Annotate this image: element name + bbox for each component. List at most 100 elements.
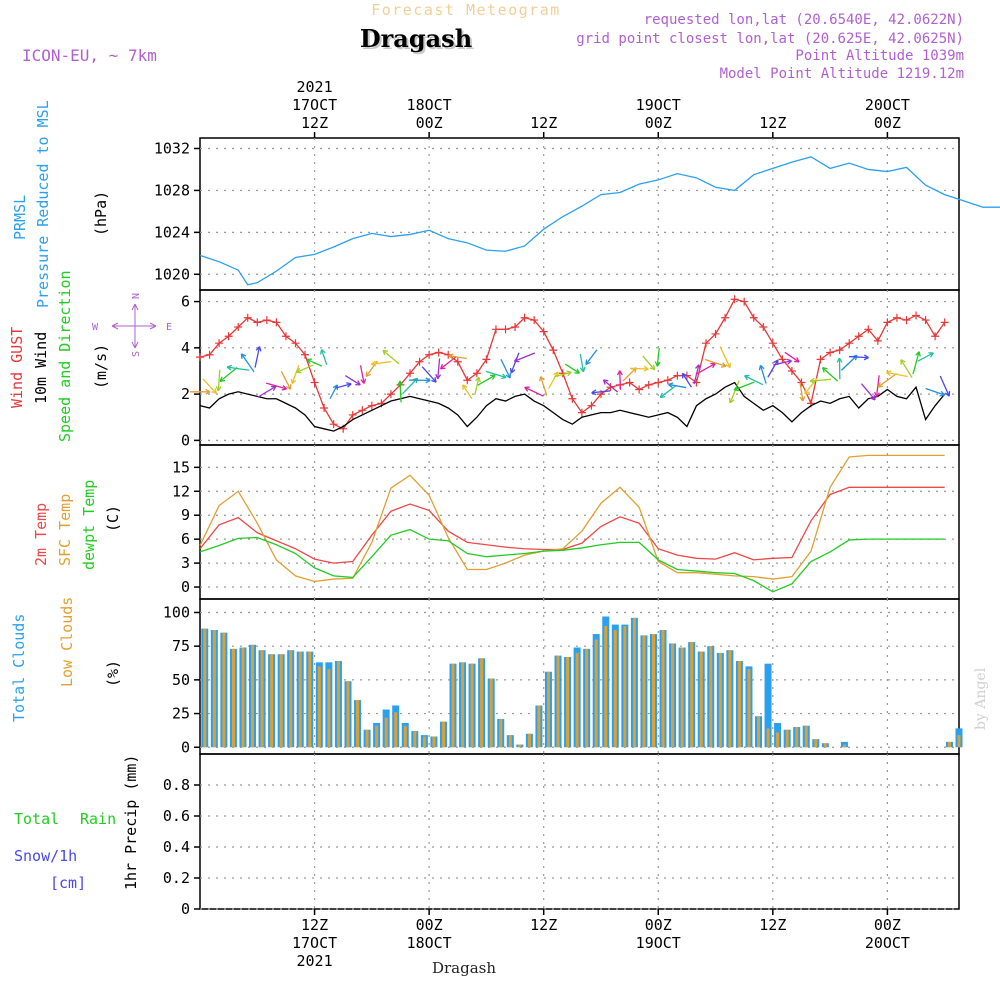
gust-marker xyxy=(358,406,367,415)
wind-direction-arrow xyxy=(810,378,831,382)
y-tick-label: 3 xyxy=(181,554,190,572)
low-cloud-bar xyxy=(632,617,636,748)
low-cloud-bar xyxy=(451,663,455,748)
wind-arrow-head xyxy=(215,385,222,392)
gust-marker xyxy=(797,378,806,387)
wind-arrow-head xyxy=(725,362,731,369)
gust-marker xyxy=(539,327,548,336)
low-cloud-bar xyxy=(499,718,503,748)
wind-direction-arrow xyxy=(773,360,792,366)
y-tick-label: 1032 xyxy=(154,139,190,157)
wind-direction-arrow xyxy=(591,390,611,394)
gust-marker xyxy=(606,383,615,392)
gust-marker xyxy=(873,336,882,345)
wind-direction-arrow xyxy=(462,384,473,399)
low-cloud-bar xyxy=(842,744,846,748)
wind-arrow-head xyxy=(490,374,496,380)
gust-marker xyxy=(205,350,214,359)
wind-direction-arrow xyxy=(822,367,839,382)
wind-arrow-head xyxy=(286,384,292,390)
wind-direction-arrow xyxy=(693,364,700,385)
wind-direction-arrow xyxy=(257,385,277,398)
bottom-axis-label: 00Z xyxy=(416,916,443,934)
top-axis-label: 12Z xyxy=(530,114,557,132)
wind-direction-arrow xyxy=(539,376,548,396)
bottom-axis-label: 19OCT xyxy=(636,934,681,952)
wind-arrow-head xyxy=(616,370,623,376)
temp-dewpt-line xyxy=(199,528,945,593)
y-tick-label: 1024 xyxy=(154,223,190,241)
gust-marker xyxy=(425,350,434,359)
y-tick-label: 0.8 xyxy=(163,776,190,794)
low-cloud-bar xyxy=(594,639,598,748)
low-cloud-bar xyxy=(384,717,388,748)
gust-marker xyxy=(253,318,262,327)
low-cloud-bar xyxy=(480,658,484,748)
y-axis-ticks: 1020 1024 1028 1032 0 2 4 6 0 3 6 9 12 15 0 25 50 75 100 0 0… xyxy=(154,139,200,918)
bottom-axis-label: 17OCT xyxy=(292,934,337,952)
wind-arrow-head xyxy=(821,366,828,373)
wind-dir-label: Speed and Direction xyxy=(56,270,74,442)
pressure-plot xyxy=(199,156,1000,286)
wind-arrow-head xyxy=(290,378,297,385)
low-cloud-bar xyxy=(690,642,694,748)
gust-marker xyxy=(587,401,596,410)
top-axis-label: 20OCT xyxy=(865,96,910,114)
low-cloud-bar xyxy=(375,725,379,748)
wind-direction-arrow xyxy=(227,366,250,371)
wind-direction-arrow xyxy=(524,386,544,397)
y-tick-label: 12 xyxy=(172,482,190,500)
gust-marker xyxy=(826,348,835,357)
wind-arrow-head xyxy=(668,382,674,389)
top-axis-label: 2021 xyxy=(297,78,333,96)
low-cloud-bar xyxy=(575,652,579,748)
wind-direction-arrow xyxy=(840,354,858,371)
y-tick-label: 0.4 xyxy=(163,838,190,856)
compass-west: W xyxy=(92,322,99,333)
wind-direction-arrow xyxy=(474,377,480,395)
gust-marker xyxy=(320,403,329,412)
bottom-axis-label: 00Z xyxy=(645,916,672,934)
y-tick-label: 9 xyxy=(181,506,190,524)
wind-direction-arrow xyxy=(912,351,920,375)
low-cloud-bar xyxy=(785,729,789,748)
low-cloud-bar xyxy=(566,656,570,748)
wind-arrow-head xyxy=(944,391,951,397)
wind-direction-arrow xyxy=(622,367,637,382)
wind-direction-arrow xyxy=(291,365,300,384)
credit-watermark: by Angel xyxy=(973,667,989,730)
wind-direction-arrow xyxy=(448,355,467,360)
gust-marker xyxy=(281,332,290,341)
gust-marker xyxy=(644,380,653,389)
wind-direction-arrow xyxy=(548,371,559,389)
compass-north: N xyxy=(131,293,142,299)
wind-direction-arrow xyxy=(848,355,869,359)
precip-rain-label: Rain xyxy=(80,810,116,828)
wind-direction-arrow xyxy=(603,379,619,393)
wind-arrow-head xyxy=(900,359,906,365)
wind-arrow-head xyxy=(885,370,892,377)
bottom-axis-label: 12Z xyxy=(530,916,557,934)
wind-arrow-head xyxy=(939,390,946,397)
gust-marker xyxy=(348,410,357,419)
pressure-line xyxy=(199,156,1000,286)
y-tick-label: 0 xyxy=(181,738,190,756)
grid-lines xyxy=(200,138,959,910)
gust-marker xyxy=(577,408,586,417)
gust-marker xyxy=(931,332,940,341)
wind-arrow-head xyxy=(695,364,701,370)
low-cloud-bar xyxy=(527,733,531,748)
wind-direction-arrow xyxy=(579,353,585,372)
y-tick-label: 0 xyxy=(181,578,190,596)
wind-compass: N S W E xyxy=(92,293,172,357)
gust-marker xyxy=(501,325,510,334)
low-cloud-bar xyxy=(709,646,713,748)
temp-sfc-line xyxy=(199,454,945,583)
wind-direction-arrow xyxy=(500,359,511,379)
gust-marker xyxy=(864,325,873,334)
y-tick-label: 0 xyxy=(181,431,190,449)
gust-marker xyxy=(835,346,844,355)
gust-marker xyxy=(740,297,749,306)
wind-arrow-head xyxy=(439,364,446,370)
wind-direction-arrow xyxy=(477,374,496,386)
